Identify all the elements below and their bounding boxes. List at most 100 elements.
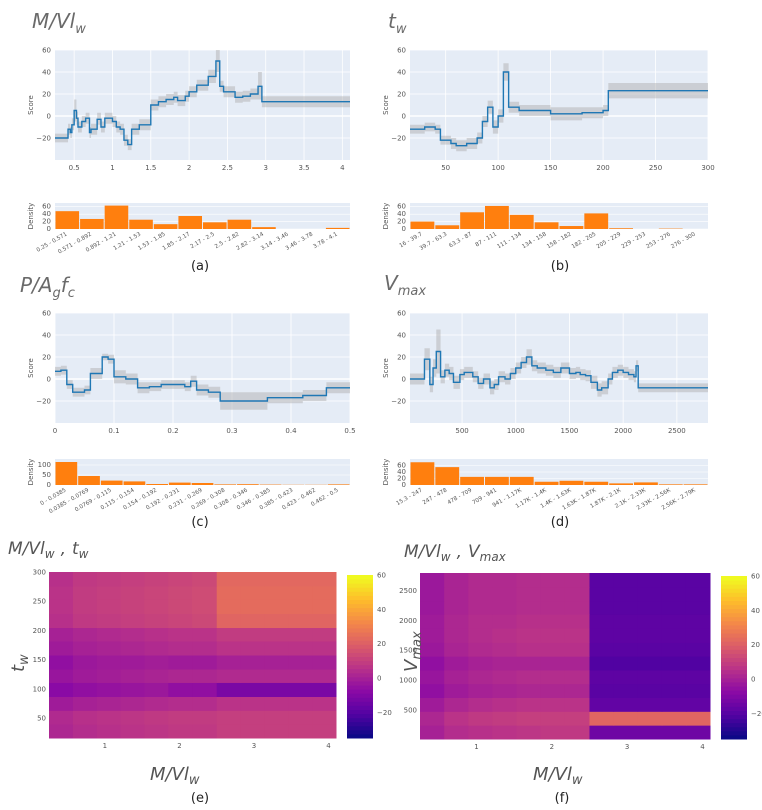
density-bar — [460, 212, 484, 229]
density-bin-label: 478 - 709 — [447, 487, 474, 506]
x-tick-label: 2 — [177, 742, 181, 750]
colorbar-segment — [721, 710, 747, 716]
chart-title-sub2: c — [68, 286, 75, 301]
x-tick-label: 0.5 — [344, 427, 355, 435]
density-bin-label: 1.85 - 2.17 — [162, 231, 192, 252]
colorbar-segment — [347, 579, 373, 584]
colorbar-segment — [721, 686, 747, 691]
heatmap-cell — [312, 613, 337, 629]
heatmap-cell — [420, 600, 445, 615]
heatmap-cell — [685, 697, 711, 712]
heatmap-cell — [661, 669, 687, 685]
heatmap-cell — [49, 627, 74, 642]
y-axis-label: Score — [382, 95, 390, 115]
heatmap-cell — [120, 724, 145, 739]
panel-caption: (b) — [551, 259, 569, 274]
heatmap-cell — [613, 573, 639, 588]
density-tick-label: 60 — [397, 462, 406, 470]
heatmap-cell — [49, 696, 74, 711]
colorbar-segment — [721, 730, 747, 736]
heatmap-cell — [264, 613, 289, 629]
density-bar — [104, 205, 129, 229]
heatmap-cell — [589, 725, 615, 740]
density-axis-label: Density — [27, 459, 35, 486]
density-bin-label: 15.3 - 247 — [396, 487, 424, 507]
density-axis-label: Density — [382, 203, 390, 230]
chart-title-sep: , — [61, 539, 66, 559]
heatmap-cell — [144, 640, 169, 656]
chart-title-main: M/Vl — [404, 542, 441, 562]
heatmap-cell — [168, 682, 193, 697]
heatmap-cell — [192, 640, 218, 656]
heatmap-cell — [96, 586, 122, 600]
score-line — [410, 71, 708, 147]
heatmap-cell — [264, 710, 289, 725]
colorbar-segment — [347, 575, 373, 580]
heatmap-cell — [216, 627, 242, 642]
colorbar-segment — [721, 726, 747, 732]
heatmap-cell — [444, 683, 469, 698]
colorbar-segment — [721, 734, 747, 740]
heatmap-cell — [192, 613, 218, 629]
density-bar — [559, 480, 584, 485]
heatmap-cell — [144, 572, 169, 587]
x-tick-label: 0.3 — [226, 427, 237, 435]
chart-title-sub: g — [52, 286, 60, 301]
heatmap-cell — [589, 683, 615, 698]
colorbar-tick-label: 0 — [377, 674, 381, 682]
colorbar-segment — [721, 718, 747, 724]
heatmap-cell — [312, 682, 337, 697]
x-tick-label: 3 — [252, 742, 256, 750]
colorbar-tick-label: 0 — [751, 675, 755, 683]
heatmap-cell — [96, 669, 122, 683]
heatmap-cell — [444, 725, 469, 740]
x-tick-label: 200 — [596, 164, 609, 172]
colorbar-segment — [347, 664, 373, 670]
heatmap-cell — [685, 614, 711, 629]
density-bar — [534, 222, 559, 229]
heatmap-cell — [468, 697, 493, 712]
colorbar-segment — [721, 612, 747, 618]
heatmap-cell — [492, 683, 517, 698]
heatmap-cell — [240, 640, 265, 656]
density-tick-label: 40 — [397, 468, 406, 476]
chart-title-sub: w — [75, 22, 86, 37]
heatmap-cell — [72, 599, 98, 614]
heatmap-cell — [637, 711, 663, 726]
heatmap-cell — [613, 642, 639, 657]
chart-title-main2: t — [72, 539, 80, 559]
colorbar-segment — [347, 591, 373, 596]
heatmap-cell — [144, 655, 169, 670]
heatmap-cell — [264, 640, 289, 656]
heatmap-cell — [216, 724, 242, 739]
heatmap-cell — [492, 573, 517, 588]
heatmap-cell — [468, 573, 493, 588]
x-tick-label: 3.5 — [298, 164, 309, 172]
colorbar-segment — [347, 623, 373, 629]
heatmap-cell — [264, 586, 289, 600]
heatmap-cell — [192, 599, 218, 614]
y-tick-label: 100 — [33, 685, 46, 693]
colorbar-tick-label: 60 — [751, 573, 760, 581]
colorbar-segment — [721, 665, 747, 671]
heatmap-cell — [564, 725, 590, 740]
heatmap-cell — [492, 614, 517, 629]
chart-title-sub2: max — [480, 550, 507, 564]
chart-title-main2: V — [468, 542, 481, 562]
heatmap-cell — [516, 683, 542, 698]
colorbar-tick-label: 40 — [377, 606, 386, 614]
density-plot-area — [410, 203, 708, 229]
colorbar-segment — [721, 580, 747, 585]
density-bin-label: 182 - 205 — [571, 231, 598, 250]
y-axis-label: Score — [27, 95, 35, 115]
heatmap-cell — [540, 600, 566, 615]
colorbar-segment — [721, 600, 747, 606]
heatmap-cell — [540, 697, 566, 712]
chart-title-main: V — [384, 271, 399, 295]
x-tick-label: 1500 — [561, 427, 579, 435]
x-tick-label: 0.5 — [69, 164, 80, 172]
heatmap-cell — [637, 628, 663, 643]
density-bar — [460, 476, 484, 485]
colorbar-segment — [347, 619, 373, 625]
